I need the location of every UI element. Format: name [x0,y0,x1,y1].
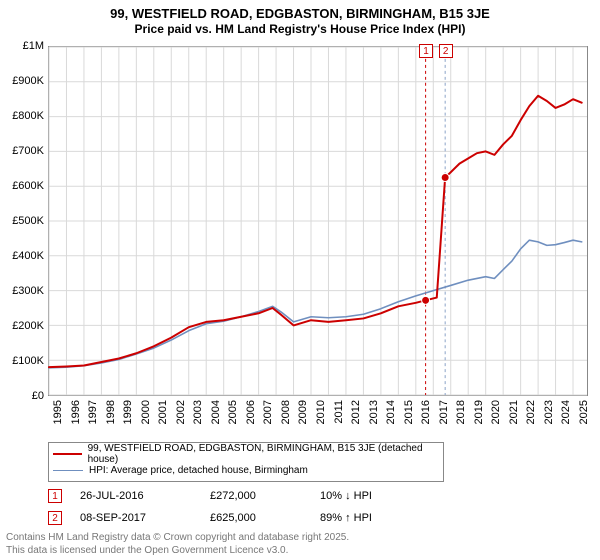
x-tick-label: 2002 [175,400,187,424]
sale-marker-badge: 1 [48,489,62,503]
legend-swatch [53,470,83,471]
x-tick-label: 2014 [385,400,397,424]
y-tick-label: £200K [0,320,44,332]
chart-title-line2: Price paid vs. HM Land Registry's House … [0,22,600,36]
x-tick-label: 2019 [473,400,485,424]
legend-item: 99, WESTFIELD ROAD, EDGBASTON, BIRMINGHA… [53,446,439,462]
sale-row: 1 26-JUL-2016£272,00010% ↓ HPI [48,488,440,504]
footer-line2: This data is licensed under the Open Gov… [6,545,288,556]
x-tick-label: 2025 [578,400,590,424]
x-tick-label: 2008 [280,400,292,424]
y-tick-label: £400K [0,250,44,262]
y-tick-label: £1M [0,40,44,52]
chart-plot-area [48,46,588,396]
x-tick-label: 2003 [192,400,204,424]
legend-swatch [53,453,82,455]
x-tick-label: 2015 [403,400,415,424]
x-tick-label: 2004 [210,400,222,424]
legend: 99, WESTFIELD ROAD, EDGBASTON, BIRMINGHA… [48,442,444,482]
x-tick-label: 1998 [105,400,117,424]
sale-date: 08-SEP-2017 [80,512,210,524]
sale-row: 2 08-SEP-2017£625,00089% ↑ HPI [48,510,440,526]
x-tick-label: 2013 [368,400,380,424]
x-tick-label: 2023 [543,400,555,424]
chart-title-line1: 99, WESTFIELD ROAD, EDGBASTON, BIRMINGHA… [0,6,600,21]
x-tick-label: 2024 [560,400,572,424]
x-tick-label: 2017 [438,400,450,424]
x-tick-label: 1996 [70,400,82,424]
x-tick-label: 2018 [455,400,467,424]
x-tick-label: 2021 [508,400,520,424]
y-tick-label: £700K [0,145,44,157]
y-tick-label: £100K [0,355,44,367]
sale-price: £625,000 [210,512,320,524]
sale-vs-hpi: 89% ↑ HPI [320,512,440,524]
y-tick-label: £900K [0,75,44,87]
x-tick-label: 2001 [157,400,169,424]
y-tick-label: £0 [0,390,44,402]
sale-marker-badge: 2 [439,44,453,58]
x-tick-label: 2007 [262,400,274,424]
sale-date: 26-JUL-2016 [80,490,210,502]
x-tick-label: 2009 [297,400,309,424]
x-tick-label: 2022 [525,400,537,424]
footer-line1: Contains HM Land Registry data © Crown c… [6,532,349,543]
y-tick-label: £600K [0,180,44,192]
x-tick-label: 2000 [140,400,152,424]
x-tick-label: 2011 [333,400,345,424]
x-tick-label: 2005 [227,400,239,424]
x-tick-label: 2012 [350,400,362,424]
x-tick-label: 2020 [490,400,502,424]
legend-label: HPI: Average price, detached house, Birm… [89,465,308,476]
y-tick-label: £800K [0,110,44,122]
x-tick-label: 1999 [122,400,134,424]
sale-marker-badge: 1 [419,44,433,58]
x-tick-label: 2016 [420,400,432,424]
chart-svg [49,47,587,395]
legend-label: 99, WESTFIELD ROAD, EDGBASTON, BIRMINGHA… [88,443,439,465]
sale-marker-badge: 2 [48,511,62,525]
x-tick-label: 1995 [52,400,64,424]
sale-price: £272,000 [210,490,320,502]
y-tick-label: £500K [0,215,44,227]
x-tick-label: 2006 [245,400,257,424]
x-tick-label: 1997 [87,400,99,424]
y-tick-label: £300K [0,285,44,297]
x-tick-label: 2010 [315,400,327,424]
sale-vs-hpi: 10% ↓ HPI [320,490,440,502]
